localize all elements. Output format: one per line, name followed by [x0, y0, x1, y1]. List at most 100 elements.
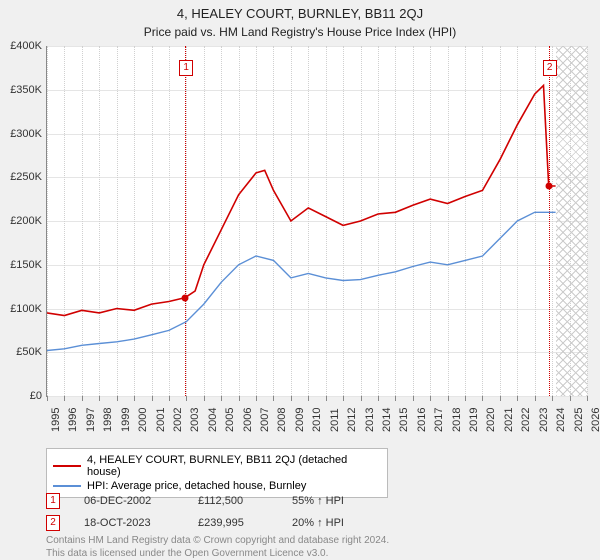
x-axis-label: 1996 — [67, 408, 79, 432]
x-tick — [378, 396, 379, 401]
x-tick — [256, 396, 257, 401]
sales-row-marker: 1 — [46, 493, 60, 509]
x-axis-label: 2020 — [485, 408, 497, 432]
y-axis-label: £300K — [2, 128, 42, 140]
x-tick — [82, 396, 83, 401]
x-tick — [413, 396, 414, 401]
x-axis-label: 2004 — [207, 408, 219, 432]
x-axis-label: 2013 — [364, 408, 376, 432]
y-axis-label: £400K — [2, 40, 42, 52]
x-tick — [308, 396, 309, 401]
x-axis-label: 1998 — [102, 408, 114, 432]
x-axis-label: 2025 — [573, 408, 585, 432]
x-axis-label: 1999 — [120, 408, 132, 432]
sales-row-date: 06-DEC-2002 — [84, 495, 174, 507]
x-axis-label: 2022 — [520, 408, 532, 432]
x-tick — [570, 396, 571, 401]
chart-container: { "title": "4, HEALEY COURT, BURNLEY, BB… — [0, 0, 600, 560]
x-tick — [395, 396, 396, 401]
legend-label-price-paid: 4, HEALEY COURT, BURNLEY, BB11 2QJ (deta… — [87, 454, 381, 478]
sales-row-date: 18-OCT-2023 — [84, 517, 174, 529]
x-tick — [221, 396, 222, 401]
x-axis-label: 2006 — [242, 408, 254, 432]
x-tick — [291, 396, 292, 401]
x-tick — [152, 396, 153, 401]
footer-line-1: Contains HM Land Registry data © Crown c… — [46, 534, 389, 547]
sale-marker-2: 2 — [543, 60, 557, 76]
sales-row-delta: 55% ↑ HPI — [292, 495, 344, 507]
sale-dot-2 — [545, 183, 552, 190]
x-tick — [343, 396, 344, 401]
x-axis-label: 2012 — [346, 408, 358, 432]
x-tick — [552, 396, 553, 401]
chart-subtitle: Price paid vs. HM Land Registry's House … — [0, 21, 600, 39]
x-axis-label: 2017 — [433, 408, 445, 432]
x-axis-label: 2014 — [381, 408, 393, 432]
x-tick — [239, 396, 240, 401]
x-axis-label: 2008 — [276, 408, 288, 432]
x-axis-label: 2016 — [416, 408, 428, 432]
sale-dot-1 — [182, 294, 189, 301]
x-tick — [169, 396, 170, 401]
x-tick — [448, 396, 449, 401]
sales-row-price: £112,500 — [198, 495, 268, 507]
x-axis-label: 2021 — [503, 408, 515, 432]
x-tick — [204, 396, 205, 401]
x-tick — [535, 396, 536, 401]
x-axis-label: 1997 — [85, 408, 97, 432]
y-axis-label: £250K — [2, 171, 42, 183]
x-axis-label: 2018 — [451, 408, 463, 432]
x-axis-label: 2009 — [294, 408, 306, 432]
legend-swatch-price-paid — [53, 465, 81, 467]
sales-row-delta: 20% ↑ HPI — [292, 517, 344, 529]
x-tick — [47, 396, 48, 401]
x-tick — [64, 396, 65, 401]
x-tick — [482, 396, 483, 401]
x-tick — [117, 396, 118, 401]
y-axis-label: £0 — [2, 390, 42, 402]
y-axis-label: £100K — [2, 303, 42, 315]
x-axis-label: 2002 — [172, 408, 184, 432]
x-axis-label: 2011 — [329, 408, 341, 432]
x-axis-label: 2019 — [468, 408, 480, 432]
sales-row-price: £239,995 — [198, 517, 268, 529]
x-axis-label: 2003 — [189, 408, 201, 432]
x-axis-label: 2000 — [137, 408, 149, 432]
sales-row-1: 1 06-DEC-2002 £112,500 55% ↑ HPI — [46, 490, 344, 512]
x-axis-label: 2015 — [398, 408, 410, 432]
y-axis-label: £200K — [2, 215, 42, 227]
x-tick — [186, 396, 187, 401]
x-axis-label: 2010 — [311, 408, 323, 432]
x-axis-label: 2026 — [590, 408, 600, 432]
y-axis-label: £50K — [2, 346, 42, 358]
x-tick — [517, 396, 518, 401]
footer-attribution: Contains HM Land Registry data © Crown c… — [46, 534, 389, 560]
x-tick — [326, 396, 327, 401]
gridline-v — [587, 46, 588, 396]
plot-area: 12 — [46, 46, 587, 397]
sales-table: 1 06-DEC-2002 £112,500 55% ↑ HPI 2 18-OCT-202… — [46, 490, 344, 534]
x-axis-label: 1995 — [50, 408, 62, 432]
x-tick — [273, 396, 274, 401]
x-axis-label: 2001 — [155, 408, 167, 432]
x-tick — [465, 396, 466, 401]
series-line-hpi — [47, 212, 556, 350]
x-tick — [500, 396, 501, 401]
x-tick — [134, 396, 135, 401]
x-axis-label: 2024 — [555, 408, 567, 432]
footer-line-2: This data is licensed under the Open Gov… — [46, 547, 389, 560]
sales-row-marker: 2 — [46, 515, 60, 531]
x-axis-label: 2005 — [224, 408, 236, 432]
legend-swatch-hpi — [53, 485, 81, 487]
legend-row-price-paid: 4, HEALEY COURT, BURNLEY, BB11 2QJ (deta… — [53, 453, 381, 479]
y-axis-label: £150K — [2, 259, 42, 271]
x-tick — [430, 396, 431, 401]
x-tick — [99, 396, 100, 401]
sale-marker-1: 1 — [179, 60, 193, 76]
x-tick — [361, 396, 362, 401]
series-line-price_paid — [47, 85, 556, 315]
gridline-h — [47, 396, 587, 397]
y-axis-label: £350K — [2, 84, 42, 96]
chart-title: 4, HEALEY COURT, BURNLEY, BB11 2QJ — [0, 0, 600, 21]
x-tick — [587, 396, 588, 401]
